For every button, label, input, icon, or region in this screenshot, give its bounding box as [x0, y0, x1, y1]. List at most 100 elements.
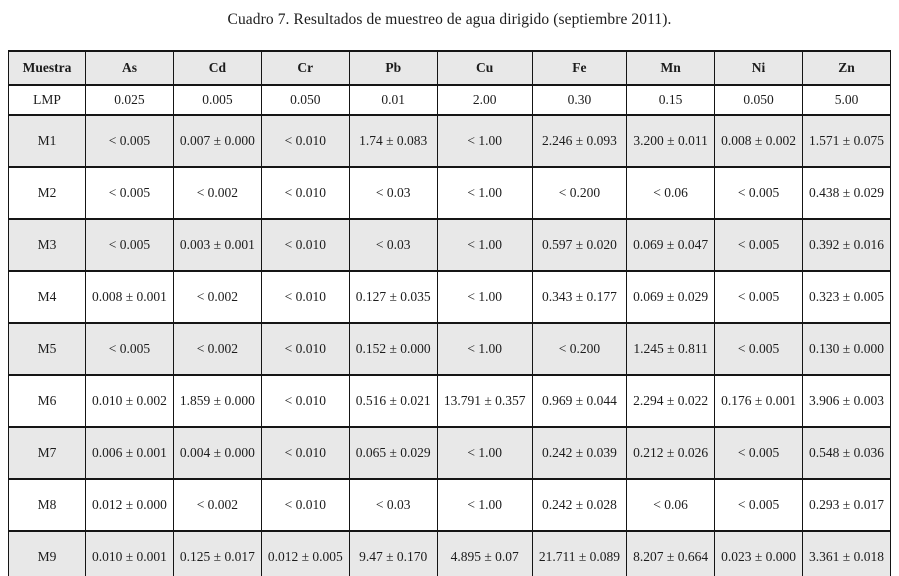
cell-m6-mn: 2.294 ± 0.022 [626, 374, 716, 428]
row-label: M5 [8, 322, 86, 376]
table-caption: Cuadro 7. Resultados de muestreo de agua… [227, 11, 672, 28]
cell-m7-cd: 0.004 ± 0.000 [172, 426, 262, 480]
row-label: M6 [8, 374, 86, 428]
cell-m1-as: < 0.005 [85, 114, 174, 168]
cell-m4-cd: < 0.002 [172, 270, 262, 324]
cell-m8-mn: < 0.06 [626, 478, 716, 532]
cell-m6-zn: 3.906 ± 0.003 [802, 374, 891, 428]
cell-m8-zn: 0.293 ± 0.017 [802, 478, 891, 532]
cell-m4-as: 0.008 ± 0.001 [85, 270, 174, 324]
cell-m5-cr: < 0.010 [260, 322, 350, 376]
cell-m7-cr: < 0.010 [260, 426, 350, 480]
column-header-cu: Cu [436, 50, 533, 86]
column-header-muestra: Muestra [8, 50, 86, 86]
cell-m7-cu: < 1.00 [436, 426, 533, 480]
cell-m5-mn: 1.245 ± 0.811 [626, 322, 716, 376]
row-label: M9 [8, 530, 86, 576]
cell-m3-cd: 0.003 ± 0.001 [172, 218, 262, 272]
cell-m3-as: < 0.005 [85, 218, 174, 272]
cell-m4-pb: 0.127 ± 0.035 [348, 270, 438, 324]
cell-lmp-cu: 2.00 [436, 84, 533, 116]
cell-m9-fe: 21.711 ± 0.089 [531, 530, 628, 576]
cell-m8-cd: < 0.002 [172, 478, 262, 532]
cell-m2-as: < 0.005 [85, 166, 174, 220]
cell-m2-fe: < 0.200 [531, 166, 628, 220]
column-header-cd: Cd [172, 50, 262, 86]
cell-m6-cd: 1.859 ± 0.000 [172, 374, 262, 428]
row-label: M2 [8, 166, 86, 220]
cell-m6-ni: 0.176 ± 0.001 [714, 374, 803, 428]
row-label: M1 [8, 114, 86, 168]
cell-m4-cr: < 0.010 [260, 270, 350, 324]
cell-m1-pb: 1.74 ± 0.083 [348, 114, 438, 168]
cell-m8-as: 0.012 ± 0.000 [85, 478, 174, 532]
cell-m7-as: 0.006 ± 0.001 [85, 426, 174, 480]
cell-m6-cr: < 0.010 [260, 374, 350, 428]
cell-m5-cu: < 1.00 [436, 322, 533, 376]
table-row-m9: M9 0.010 ± 0.001 0.125 ± 0.017 0.012 ± 0.00… [8, 530, 891, 576]
cell-m4-zn: 0.323 ± 0.005 [802, 270, 891, 324]
cell-lmp-mn: 0.15 [626, 84, 716, 116]
cell-m1-cr: < 0.010 [260, 114, 350, 168]
cell-m2-cu: < 1.00 [436, 166, 533, 220]
cell-m9-as: 0.010 ± 0.001 [85, 530, 174, 576]
cell-m7-zn: 0.548 ± 0.036 [802, 426, 891, 480]
column-header-ni: Ni [714, 50, 803, 86]
cell-m9-cu: 4.895 ± 0.07 [436, 530, 533, 576]
cell-m8-fe: 0.242 ± 0.028 [531, 478, 628, 532]
header-row: Muestra As Cd Cr Pb Cu Fe Mn Ni Zn [8, 50, 891, 86]
cell-m1-cu: < 1.00 [436, 114, 533, 168]
row-label: M4 [8, 270, 86, 324]
cell-m1-zn: 1.571 ± 0.075 [802, 114, 891, 168]
cell-m3-fe: 0.597 ± 0.020 [531, 218, 628, 272]
cell-m5-as: < 0.005 [85, 322, 174, 376]
table-row-m7: M7 0.006 ± 0.001 0.004 ± 0.000 < 0.010 0.065… [8, 426, 891, 480]
table-row-lmp: LMP 0.025 0.005 0.050 0.01 2.00 0.30 0.15 0.050 5… [8, 84, 891, 116]
cell-lmp-cd: 0.005 [172, 84, 262, 116]
cell-lmp-cr: 0.050 [260, 84, 350, 116]
cell-m7-pb: 0.065 ± 0.029 [348, 426, 438, 480]
cell-m5-ni: < 0.005 [714, 322, 803, 376]
cell-m6-cu: 13.791 ± 0.357 [436, 374, 533, 428]
cell-m6-pb: 0.516 ± 0.021 [348, 374, 438, 428]
cell-m2-mn: < 0.06 [626, 166, 716, 220]
table-row-m4: M4 0.008 ± 0.001 < 0.002 < 0.010 0.127 ± 0.0… [8, 270, 891, 324]
column-header-fe: Fe [531, 50, 628, 86]
cell-m1-cd: 0.007 ± 0.000 [172, 114, 262, 168]
cell-m2-pb: < 0.03 [348, 166, 438, 220]
table-row-m5: M5 < 0.005 < 0.002 < 0.010 0.152 ± 0.000 < 1.… [8, 322, 891, 376]
table-row-m3: M3 < 0.005 0.003 ± 0.001 < 0.010 < 0.03 < 1.0… [8, 218, 891, 272]
table-row-m8: M8 0.012 ± 0.000 < 0.002 < 0.010 < 0.03 < 1.0… [8, 478, 891, 532]
column-header-zn: Zn [802, 50, 891, 86]
cell-m4-mn: 0.069 ± 0.029 [626, 270, 716, 324]
column-header-pb: Pb [348, 50, 438, 86]
cell-m9-pb: 9.47 ± 0.170 [348, 530, 438, 576]
cell-lmp-pb: 0.01 [348, 84, 438, 116]
cell-m5-zn: 0.130 ± 0.000 [802, 322, 891, 376]
cell-lmp-as: 0.025 [85, 84, 174, 116]
table-body: LMP 0.025 0.005 0.050 0.01 2.00 0.30 0.15 0.050 5… [8, 84, 891, 576]
cell-m1-fe: 2.246 ± 0.093 [531, 114, 628, 168]
cell-m5-fe: < 0.200 [531, 322, 628, 376]
cell-m2-cd: < 0.002 [172, 166, 262, 220]
column-header-as: As [85, 50, 174, 86]
row-label: LMP [8, 84, 86, 116]
cell-m9-cr: 0.012 ± 0.005 [260, 530, 350, 576]
row-label: M3 [8, 218, 86, 272]
cell-m3-ni: < 0.005 [714, 218, 803, 272]
cell-m2-ni: < 0.005 [714, 166, 803, 220]
column-header-mn: Mn [626, 50, 716, 86]
cell-m7-ni: < 0.005 [714, 426, 803, 480]
cell-m5-pb: 0.152 ± 0.000 [348, 322, 438, 376]
cell-m6-fe: 0.969 ± 0.044 [531, 374, 628, 428]
cell-m8-pb: < 0.03 [348, 478, 438, 532]
cell-m3-pb: < 0.03 [348, 218, 438, 272]
cell-m9-zn: 3.361 ± 0.018 [802, 530, 891, 576]
cell-m4-fe: 0.343 ± 0.177 [531, 270, 628, 324]
cell-lmp-ni: 0.050 [714, 84, 803, 116]
cell-m3-mn: 0.069 ± 0.047 [626, 218, 716, 272]
cell-m6-as: 0.010 ± 0.002 [85, 374, 174, 428]
cell-m9-cd: 0.125 ± 0.017 [172, 530, 262, 576]
cell-m8-cr: < 0.010 [260, 478, 350, 532]
row-label: M7 [8, 426, 86, 480]
